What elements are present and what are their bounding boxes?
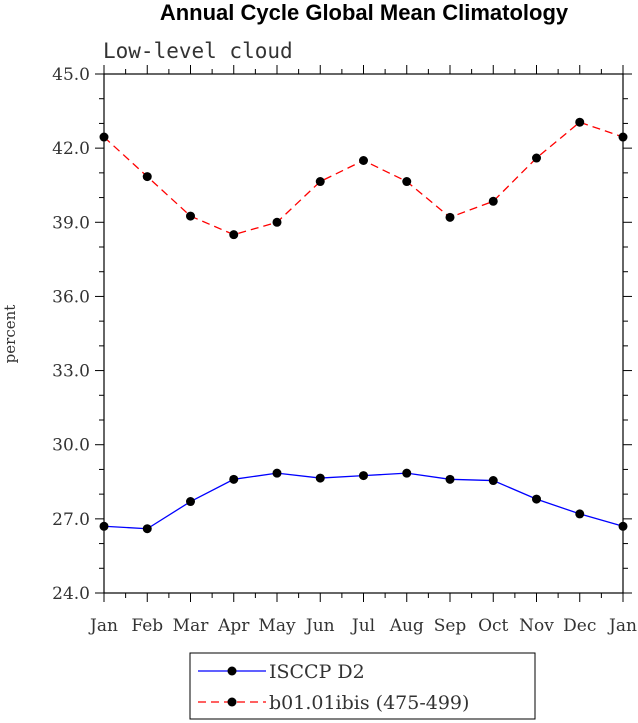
x-tick-label: Dec	[563, 616, 596, 636]
x-tick-label: Sep	[434, 616, 467, 636]
series-line-2	[103, 121, 624, 236]
x-tick-label: Feb	[131, 616, 163, 636]
data-point	[488, 476, 498, 486]
x-tick-label: Jan	[88, 616, 118, 636]
legend-label-1: ISCCP D2	[269, 661, 365, 683]
data-point	[272, 468, 282, 478]
chart-subtitle: Low-level cloud	[103, 39, 293, 63]
data-point	[186, 211, 195, 221]
data-point	[229, 474, 239, 484]
data-point	[488, 196, 498, 206]
data-point	[575, 509, 585, 519]
data-point	[445, 474, 455, 484]
data-point	[142, 172, 152, 182]
y-tick-label: 24.0	[52, 584, 90, 604]
x-tick-label: Apr	[217, 616, 250, 636]
x-tick-label: Nov	[519, 616, 554, 636]
y-axis-label: percent	[1, 305, 19, 364]
data-point	[99, 521, 109, 531]
data-point	[532, 494, 541, 504]
chart-title: Annual Cycle Global Mean Climatology	[160, 0, 569, 25]
legend-label-2: b01.01ibis (475-499)	[269, 692, 469, 714]
x-tick-label: Mar	[173, 616, 210, 636]
x-tick-label: Jan	[607, 616, 637, 636]
data-point	[445, 212, 455, 222]
data-point	[359, 471, 368, 481]
y-tick-label: 27.0	[52, 510, 90, 530]
data-point	[402, 468, 412, 478]
data-point	[532, 153, 541, 163]
legend-box	[189, 652, 536, 720]
plot-frame	[103, 73, 624, 594]
x-tick-label: Jul	[350, 616, 375, 636]
x-tick-label: Aug	[389, 616, 424, 636]
data-point	[315, 177, 325, 187]
x-tick-label: Jun	[304, 616, 335, 636]
data-point	[99, 132, 109, 142]
data-point	[229, 230, 239, 240]
y-tick-label: 30.0	[52, 436, 90, 456]
series-layer	[99, 117, 628, 534]
y-tick-label: 36.0	[52, 287, 90, 307]
legend: ISCCP D2 b01.01ibis (475-499)	[189, 652, 536, 720]
legend-marker-1	[227, 666, 237, 676]
x-tick-label: Oct	[478, 616, 508, 636]
data-point	[315, 473, 325, 483]
axis-ticks: 24.0 27.0 30.0 33.0 36.0 39.0 42.0 45.0 Jan Feb Ma…	[52, 65, 637, 636]
data-point	[186, 497, 195, 507]
series-line-1	[103, 472, 624, 530]
data-point	[618, 132, 628, 142]
data-point	[142, 524, 152, 534]
data-point	[402, 177, 412, 187]
data-point	[618, 521, 628, 531]
y-tick-label: 33.0	[52, 362, 90, 382]
data-point	[359, 156, 368, 165]
legend-marker-2	[227, 697, 237, 707]
data-point	[575, 117, 585, 127]
data-point	[272, 217, 282, 227]
y-tick-label: 45.0	[52, 65, 90, 85]
y-tick-label: 42.0	[52, 139, 90, 159]
y-tick-label: 39.0	[52, 213, 90, 233]
x-tick-label: May	[258, 616, 296, 636]
